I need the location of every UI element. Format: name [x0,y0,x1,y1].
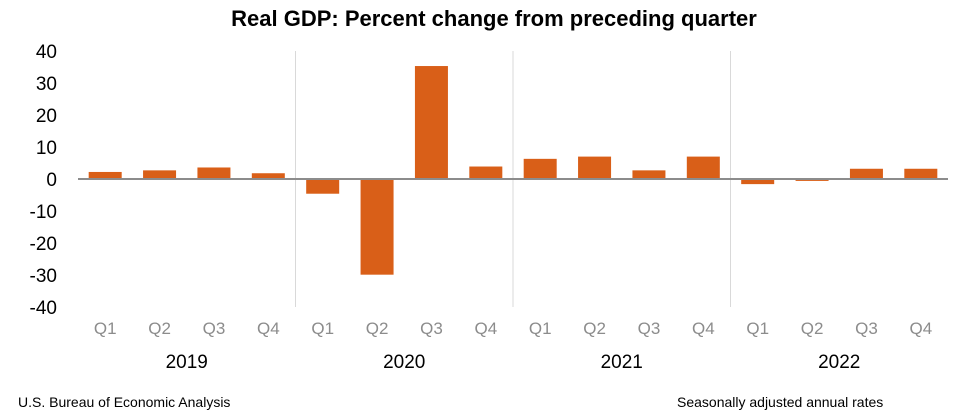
y-tick-label: -30 [30,266,57,287]
bar [251,173,285,179]
year-label: 2020 [383,352,425,373]
x-tick-label: Q4 [257,319,280,338]
y-tick-label: 30 [36,74,57,95]
bar [632,170,666,179]
x-tick-label: Q4 [909,319,932,338]
x-tick-label: Q2 [148,319,171,338]
x-tick-label: Q3 [420,319,443,338]
y-tick-label: -40 [30,298,57,319]
x-tick-label: Q2 [583,319,606,338]
bar [197,167,231,179]
y-tick-label: -20 [30,234,57,255]
bar [143,170,177,179]
bar [360,179,394,275]
bar [849,168,883,179]
bar [469,166,503,179]
x-tick-label: Q2 [366,319,389,338]
x-tick-label: Q1 [529,319,552,338]
bar [88,171,122,179]
rates-note: Seasonally adjusted annual rates [677,394,884,410]
x-tick-label: Q4 [692,319,715,338]
bar [686,156,720,179]
x-tick-label: Q2 [801,319,824,338]
source-note: U.S. Bureau of Economic Analysis [18,394,231,410]
chart-title: Real GDP: Percent change from preceding … [231,6,757,31]
year-label: 2022 [818,352,860,373]
x-tick-label: Q1 [94,319,117,338]
y-tick-label: 10 [36,138,57,159]
y-tick-label: 20 [36,106,57,127]
x-tick-label: Q1 [746,319,769,338]
y-tick-label: -10 [30,202,57,223]
bar [523,158,557,179]
year-label: 2021 [601,352,643,373]
y-tick-label: 0 [46,170,57,191]
x-tick-label: Q4 [474,319,497,338]
bar [578,156,612,179]
bar [741,179,775,185]
bar [904,168,938,179]
x-tick-label: Q3 [638,319,661,338]
x-tick-label: Q3 [855,319,878,338]
bar [306,179,340,194]
y-tick-label: 40 [36,42,57,63]
x-tick-label: Q3 [203,319,226,338]
year-label: 2019 [166,352,208,373]
x-tick-label: Q1 [311,319,334,338]
bar [414,66,448,179]
